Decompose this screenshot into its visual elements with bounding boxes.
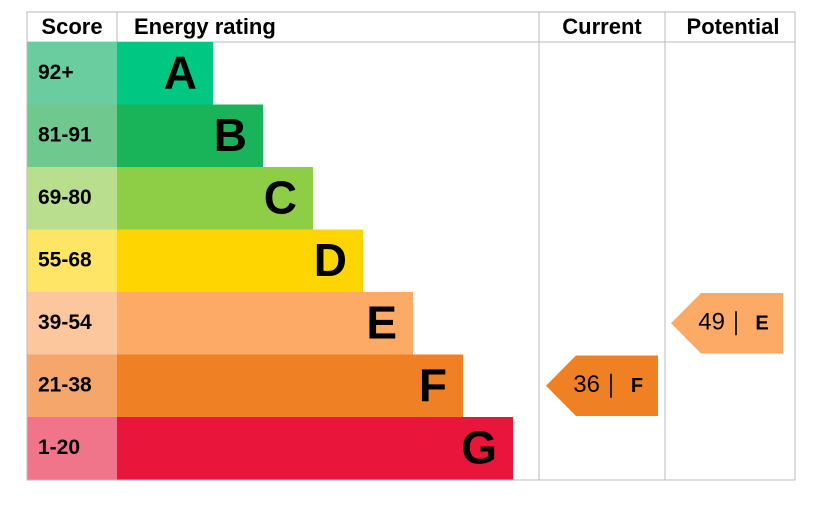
score-cell — [27, 354, 117, 417]
score-cell — [27, 167, 117, 230]
score-cell — [27, 292, 117, 355]
score-range: 69-80 — [38, 186, 92, 209]
score-range: 39-54 — [38, 311, 92, 334]
potential-score: 49 — [698, 309, 725, 336]
header-rating: Energy rating — [134, 14, 276, 39]
potential-arrow — [671, 293, 783, 354]
band-letter: E — [366, 296, 397, 348]
score-range: 1-20 — [38, 436, 80, 459]
band-letter: A — [164, 46, 197, 98]
score-cell — [27, 42, 117, 105]
header-potential: Potential — [687, 14, 780, 39]
rating-bar — [117, 104, 263, 167]
score-range: 81-91 — [38, 123, 92, 146]
header-current: Current — [562, 14, 642, 39]
score-cell — [27, 104, 117, 167]
score-cell — [27, 417, 117, 480]
potential-rating: E — [755, 313, 768, 335]
band-letter: D — [314, 234, 347, 286]
rating-bar — [117, 292, 413, 355]
current-score: 36 — [573, 371, 600, 398]
current-arrow — [546, 355, 658, 416]
band-letter: G — [461, 421, 497, 473]
score-range: 55-68 — [38, 248, 92, 271]
band-letter: B — [214, 109, 247, 161]
rating-bar — [117, 354, 463, 417]
current-rating: F — [631, 375, 643, 397]
rating-bar — [117, 417, 513, 480]
rating-bar — [117, 229, 363, 292]
score-range: 21-38 — [38, 373, 92, 396]
score-cell — [27, 229, 117, 292]
band-letter: F — [419, 359, 447, 411]
band-letter: C — [264, 171, 297, 223]
rating-bar — [117, 42, 213, 105]
score-range: 92+ — [38, 61, 74, 84]
rating-bar — [117, 167, 313, 230]
header-score: Score — [41, 14, 102, 39]
